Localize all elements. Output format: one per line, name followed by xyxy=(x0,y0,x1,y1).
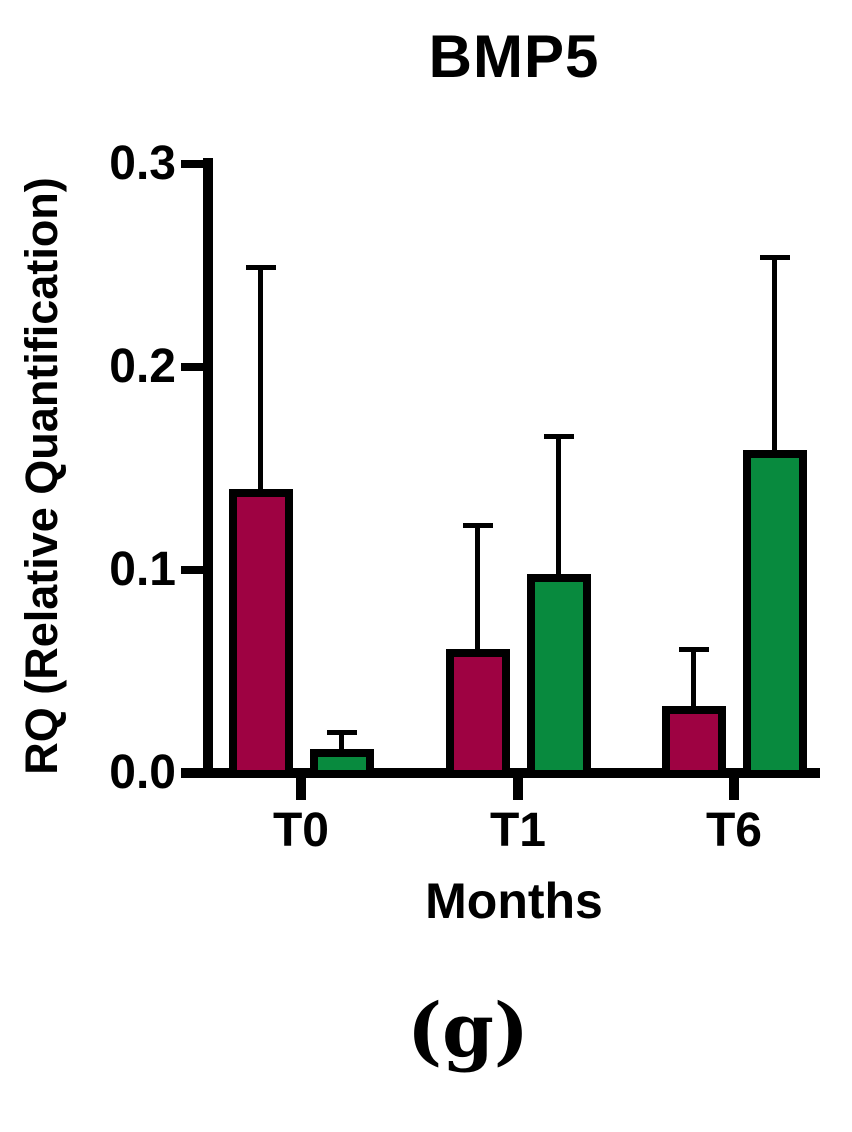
bar-T0-green xyxy=(309,749,374,778)
error-bar-cap-T6-green xyxy=(759,255,790,260)
y-tick-label: 0.2 xyxy=(109,340,176,393)
bar-T6-maroon xyxy=(661,706,726,778)
error-bar-cap-T0-maroon xyxy=(245,265,276,270)
error-bar-line-T6-maroon xyxy=(691,647,696,714)
bar-T1-maroon xyxy=(445,649,510,778)
x-tick xyxy=(513,778,523,800)
x-tick-label-T6: T6 xyxy=(705,804,762,857)
y-tick-label: 0.1 xyxy=(109,543,176,596)
error-bar-line-T1-green xyxy=(556,434,561,582)
error-bar-cap-T0-green xyxy=(326,730,357,735)
y-tick-label: 0.0 xyxy=(109,746,176,799)
y-tick xyxy=(181,566,204,574)
y-tick xyxy=(181,769,204,777)
error-bar-cap-T6-maroon xyxy=(678,647,709,652)
y-tick xyxy=(181,160,204,168)
figure-caption: (g) xyxy=(407,988,529,1074)
bar-T1-green xyxy=(526,574,591,778)
error-bar-line-T6-green xyxy=(772,255,777,458)
y-tick xyxy=(181,363,204,371)
error-bar-cap-T1-green xyxy=(543,434,574,439)
x-tick-label-T1: T1 xyxy=(489,804,546,857)
x-tick xyxy=(296,778,306,800)
x-tick xyxy=(729,778,739,800)
error-bar-cap-T1-maroon xyxy=(462,523,493,528)
x-axis-label: Months xyxy=(425,873,603,929)
error-bar-line-T0-maroon xyxy=(258,265,263,497)
error-bar-line-T1-maroon xyxy=(475,523,480,657)
bar-T6-green xyxy=(742,450,807,778)
error-bar-line-T0-green xyxy=(339,730,344,757)
x-tick-label-T0: T0 xyxy=(272,804,329,857)
y-tick-label: 0.3 xyxy=(109,137,176,190)
y-axis-line xyxy=(203,158,213,778)
bar-T0-maroon xyxy=(228,489,293,778)
chart-title: BMP5 xyxy=(428,23,600,90)
